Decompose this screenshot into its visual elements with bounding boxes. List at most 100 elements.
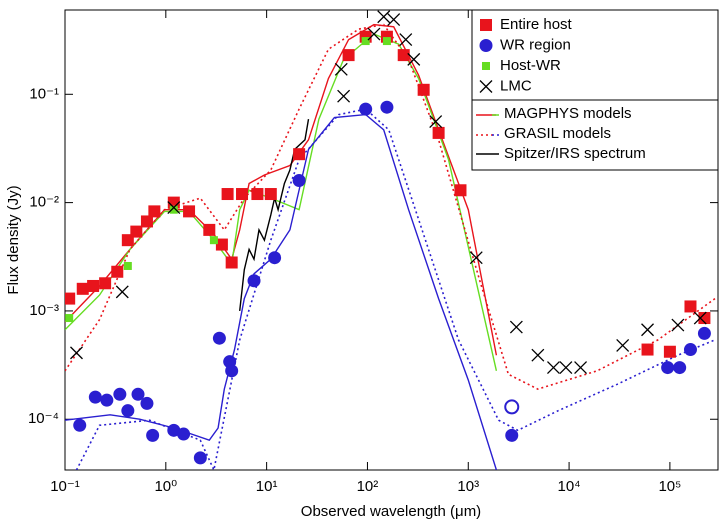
data-point [342,49,355,62]
legend-label: GRASIL models [504,125,611,142]
data-point [225,364,239,378]
x-tick-label: 10³ [457,478,479,495]
data-point [123,261,132,270]
data-point [121,234,134,247]
data-point [115,285,129,299]
data-point [337,89,351,103]
legend-label: MAGPHYS models [504,105,632,122]
data-point [140,215,153,228]
data-point [693,311,707,325]
data-point [509,320,523,334]
data-point [504,399,520,415]
data-point [140,396,154,410]
data-point [236,188,249,201]
data-point [215,238,228,251]
legend-label: Host-WR [500,57,561,74]
data-point [482,62,490,70]
data-point [547,361,560,375]
data-point [377,10,391,24]
data-point [616,338,630,352]
data-point [407,52,421,66]
data-point [167,423,181,437]
x-tick-label: 10⁴ [558,478,581,495]
data-point [65,292,76,305]
data-point [183,205,196,218]
data-point [432,126,445,139]
legend-label: Entire host [500,16,573,33]
data-point [673,361,687,375]
data-point [88,390,102,404]
data-point [429,115,443,129]
data-point [559,361,573,375]
x-tick-label: 10⁰ [154,478,177,495]
data-point [111,265,124,278]
data-point [479,39,493,52]
data-point [167,196,180,209]
data-point [641,343,654,356]
plot-frame [64,9,719,471]
x-axis-label: Observed wavelength (μm) [301,503,481,520]
y-tick-label: 10⁻¹ [29,85,59,102]
data-point [399,33,413,47]
plot-area [65,10,716,470]
data-point [574,361,588,375]
data-point [177,427,191,441]
model-curve [65,23,498,356]
data-point [684,300,697,313]
data-point [661,361,675,375]
data-point [505,428,519,442]
x-tick-label: 10² [357,478,379,495]
data-point [380,100,394,114]
data-point [99,277,112,290]
data-point [193,451,207,465]
data-point [212,331,226,345]
y-tick-label: 10⁻⁴ [28,410,59,427]
data-point [479,80,493,93]
data-point [146,428,160,442]
data-point [209,236,218,245]
y-tick-label: 10⁻² [29,194,59,211]
data-point [334,62,348,76]
data-point [361,37,370,46]
data-point [113,387,127,401]
data-point [454,184,467,197]
data-point [469,251,483,265]
x-tick-label: 10⁻¹ [50,478,80,495]
data-point [169,205,178,214]
data-point [100,393,114,407]
data-point [641,323,654,337]
model-curve [75,108,716,470]
data-point [683,343,697,357]
data-point [131,387,145,401]
data-point [121,404,135,418]
data-point [663,345,676,358]
data-point [247,274,261,288]
data-point [130,225,143,238]
data-point [397,49,410,62]
data-point [167,201,181,215]
data-point [480,19,492,31]
data-point [203,223,216,236]
data-point [70,346,83,360]
data-point [268,251,282,265]
data-point [367,27,381,41]
data-point [221,188,234,201]
data-point [251,188,264,201]
legend-box [471,9,719,171]
y-axis-label: Flux density (Jy) [5,185,22,294]
data-point [671,318,685,332]
data-point [292,173,306,187]
data-point [387,13,401,26]
model-curve [65,33,498,371]
data-point [417,83,430,96]
legend-label: Spitzer/IRS spectrum [504,145,646,162]
data-point [359,102,373,116]
data-point [382,37,391,46]
data-point [293,148,306,161]
x-tick-label: 10¹ [256,478,278,495]
legend-label: LMC [500,77,532,94]
y-tick-label: 10⁻³ [29,302,59,319]
data-point [531,348,545,362]
model-curve [65,23,716,390]
